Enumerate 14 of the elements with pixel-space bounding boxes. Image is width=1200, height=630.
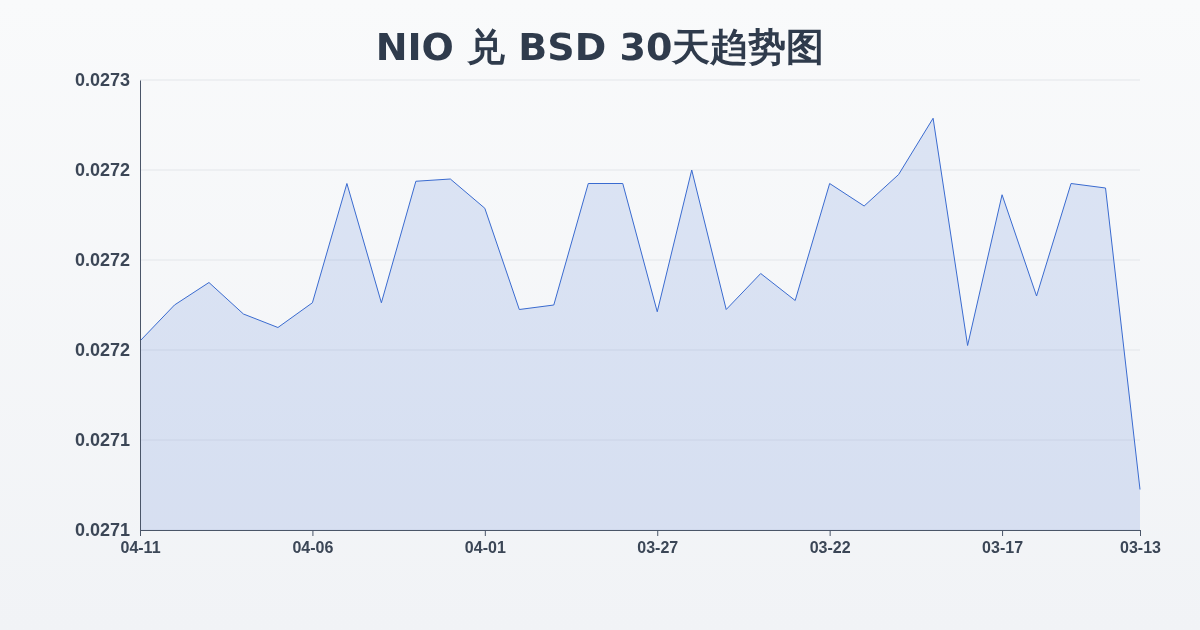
x-tick-label: 03-17 — [982, 539, 1024, 557]
y-tick-label: 0.0271 — [74, 430, 130, 451]
y-tick-label: 0.0272 — [74, 160, 130, 181]
x-tick-label: 03-27 — [637, 539, 679, 557]
y-tick-label: 0.0271 — [74, 520, 130, 541]
x-tick-label: 04-06 — [292, 539, 334, 557]
y-tick-label: 0.0272 — [74, 250, 130, 271]
x-tick-label: 03-13 — [1120, 539, 1162, 557]
x-tick-label: 04-11 — [120, 539, 161, 557]
y-tick-label: 0.0273 — [74, 70, 130, 91]
y-tick-label: 0.0272 — [74, 340, 130, 361]
x-tick-label: 04-01 — [464, 539, 506, 557]
x-tick-label: 03-22 — [809, 539, 851, 557]
chart-title: NIO 兑 BSD 30天趋势图 — [375, 25, 825, 69]
